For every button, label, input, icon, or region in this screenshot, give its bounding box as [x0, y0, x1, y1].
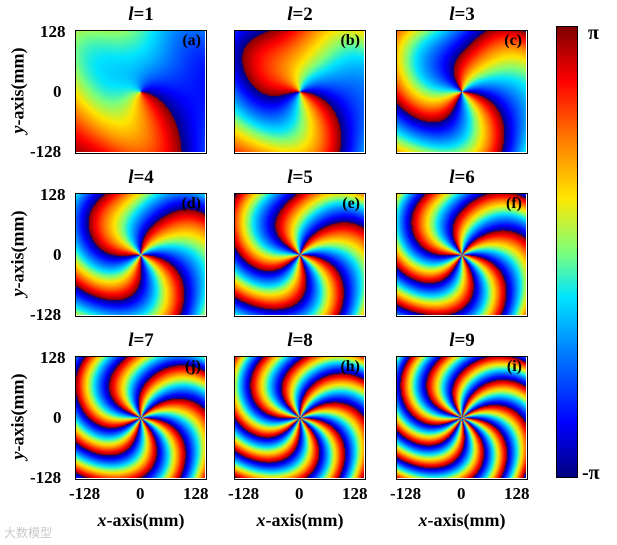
- phase-map-6: [397, 194, 526, 315]
- phase-map-9: [397, 357, 526, 478]
- panel-letter-9: (i): [506, 358, 522, 375]
- panel-title-7: l=7: [128, 330, 154, 351]
- panel-letter-5: (e): [342, 195, 360, 212]
- y-axis-label: y-axis(mm): [7, 47, 28, 134]
- colorbar-min-label: -π: [582, 462, 600, 484]
- y-tick-label: 0: [53, 408, 62, 427]
- phase-panel-2: (b): [234, 30, 366, 154]
- y-tick-label: -128: [30, 305, 62, 324]
- panel-letter-6: (f): [506, 195, 522, 212]
- panel-letter-4: (d): [181, 195, 201, 212]
- phase-map-7: [76, 357, 205, 478]
- y-tick-label: 128: [40, 185, 66, 204]
- y-tick-label: 128: [40, 348, 66, 367]
- y-tick-label: 0: [53, 245, 62, 264]
- x-tick-label: 128: [342, 484, 368, 503]
- x-tick-label: -128: [390, 484, 422, 503]
- x-tick-label: -128: [228, 484, 260, 503]
- x-tick-label: 0: [457, 484, 466, 503]
- phase-map-8: [235, 357, 364, 478]
- panel-letter-7: (j): [185, 358, 201, 375]
- phase-panel-3: (c): [396, 30, 528, 154]
- panel-title-9: l=9: [449, 330, 475, 351]
- y-tick-label: 128: [40, 22, 66, 41]
- phase-panel-1: (a): [75, 30, 207, 154]
- panel-title-8: l=8: [287, 330, 313, 351]
- panel-letter-2: (b): [340, 32, 360, 49]
- panel-title-4: l=4: [128, 167, 154, 188]
- phase-map-2: [235, 31, 364, 152]
- x-axis-label: x-axis(mm): [418, 510, 506, 530]
- panel-letter-1: (a): [182, 32, 201, 49]
- y-axis-label: y-axis(mm): [7, 373, 28, 460]
- panel-title-2: l=2: [287, 4, 313, 25]
- y-tick-label: 0: [53, 82, 62, 101]
- panel-letter-8: (h): [340, 358, 360, 375]
- panel-title-5: l=5: [287, 167, 313, 188]
- x-axis-label: x-axis(mm): [97, 510, 185, 530]
- phase-panel-5: (e): [234, 193, 366, 317]
- phase-panel-6: (f): [396, 193, 528, 317]
- phase-map-5: [235, 194, 364, 315]
- x-tick-label: 128: [183, 484, 209, 503]
- y-axis-label: y-axis(mm): [7, 210, 28, 297]
- watermark: 大数模型: [4, 526, 53, 540]
- phase-map-1: [76, 31, 205, 152]
- y-tick-label: -128: [30, 142, 62, 161]
- phase-map-4: [76, 194, 205, 315]
- phase-panel-4: (d): [75, 193, 207, 317]
- x-tick-label: -128: [69, 484, 101, 503]
- phase-panel-8: (h): [234, 356, 366, 480]
- phase-panel-7: (j): [75, 356, 207, 480]
- x-axis-label: x-axis(mm): [256, 510, 344, 530]
- panel-title-6: l=6: [449, 167, 475, 188]
- colorbar-max-label: π: [588, 22, 599, 44]
- colorbar: [556, 26, 578, 478]
- phase-panel-9: (i): [396, 356, 528, 480]
- panel-title-1: l=1: [128, 4, 154, 25]
- x-tick-label: 0: [295, 484, 304, 503]
- panel-letter-3: (c): [504, 32, 522, 49]
- panel-title-3: l=3: [449, 4, 475, 25]
- phase-map-3: [397, 31, 526, 152]
- y-tick-label: -128: [30, 468, 62, 487]
- x-tick-label: 0: [136, 484, 145, 503]
- x-tick-label: 128: [504, 484, 530, 503]
